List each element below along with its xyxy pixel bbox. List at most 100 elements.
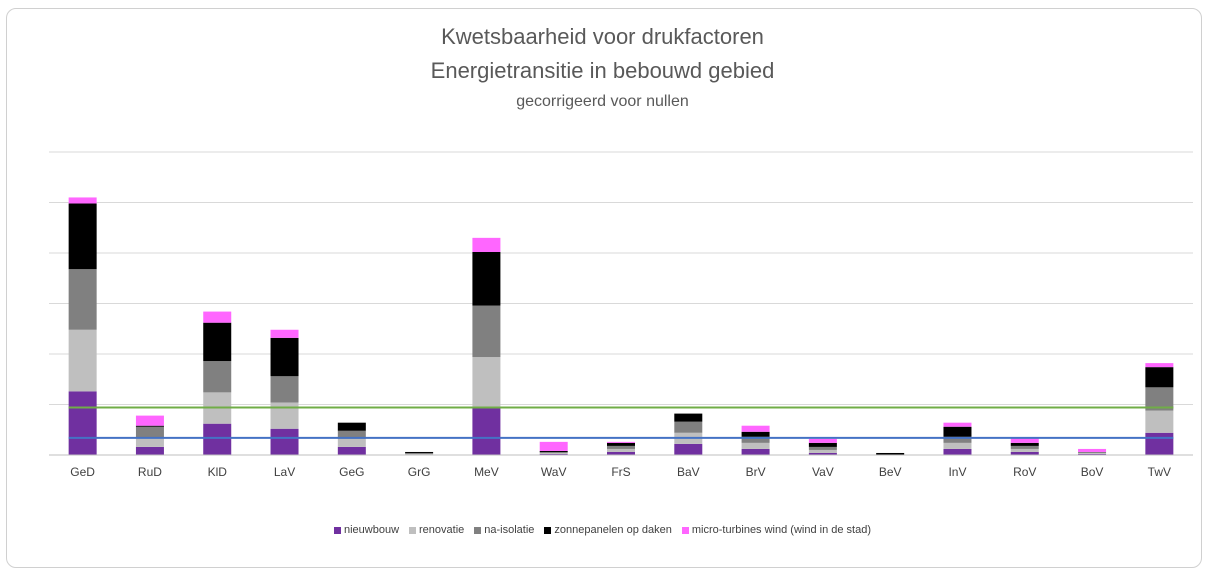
x-tick-label: RoV (1013, 465, 1036, 479)
bar-segment (270, 376, 299, 403)
bar-segment (337, 430, 366, 439)
bar-segment (203, 322, 232, 362)
bar-segment (135, 446, 164, 455)
bar-segment (741, 448, 770, 455)
bar-segment (270, 337, 299, 377)
x-tick-label: VaV (812, 465, 834, 479)
x-tick-label: GrG (408, 465, 431, 479)
bar-segment (1078, 452, 1107, 454)
chart-note: gecorrigeerd voor nullen (516, 93, 689, 110)
bar-segment (203, 361, 232, 393)
bar-segment (808, 449, 837, 453)
bar-segment (135, 437, 164, 447)
bar-segment (943, 436, 972, 443)
bar-segment (472, 251, 501, 306)
legend-swatch (333, 526, 341, 534)
legend-item: na-isolatie (474, 524, 534, 536)
chart-subtitle: Energietransitie in bebouwd gebied (430, 58, 775, 83)
bar-segment (203, 423, 232, 455)
legend-label: nieuwbouw (343, 524, 400, 537)
bar-segment (135, 415, 164, 426)
bar-segment (943, 422, 972, 427)
bar-segment (607, 448, 635, 452)
bar-segment (1078, 448, 1107, 452)
bar-segment (539, 453, 568, 455)
chart-title: Kwetsbaarheid voor drukfactoren (441, 24, 764, 49)
x-tick-label: FrS (611, 465, 630, 479)
bar-segment (270, 402, 299, 429)
bar-segment (405, 453, 434, 455)
x-tick-label: LaV (274, 465, 295, 479)
bar-segment (539, 452, 568, 454)
bar-segment (1145, 367, 1174, 388)
legend-item: micro-turbines wind (wind in de stad) (681, 524, 872, 537)
bar-segment (539, 450, 568, 452)
bar-segment (1010, 448, 1039, 452)
bar-segment (135, 425, 164, 427)
bar-segment (472, 305, 501, 358)
bar-segment (270, 329, 299, 338)
bar-segment (607, 441, 635, 443)
bar-segment (337, 446, 366, 455)
bar-segment (337, 438, 366, 447)
bar-segment (203, 311, 232, 323)
x-tick-label: BeV (879, 465, 902, 479)
bar-segment (1010, 437, 1039, 443)
bar-segment (674, 413, 703, 422)
bar-segment (741, 442, 770, 449)
x-tick-label: KlD (208, 465, 228, 479)
bar-segment (1145, 387, 1174, 411)
bar-segment (1145, 363, 1174, 368)
bar-segment (1010, 451, 1039, 455)
bar-segment (1078, 451, 1107, 453)
legend-item: renovatie (409, 524, 464, 536)
legend-label: na-isolatie (484, 524, 535, 537)
legend-label: micro-turbines wind (wind in de stad) (691, 524, 872, 537)
bar-segment (472, 237, 501, 252)
legend-swatch (544, 526, 552, 534)
bar-segment (674, 443, 703, 455)
bar-segment (270, 428, 299, 455)
x-tick-label: GeG (339, 465, 364, 479)
bar-segment (539, 451, 568, 453)
bar-segment (607, 442, 635, 446)
legend-label: renovatie (419, 524, 465, 537)
legend: nieuwbouw renovatie na-isolatie zonnepanele… (0, 524, 1205, 536)
x-tick-label: BaV (677, 465, 700, 479)
bar-segment (1010, 445, 1039, 449)
x-tick-label: InV (948, 465, 966, 479)
legend-item: nieuwbouw (333, 524, 400, 537)
x-tick-label: GeD (70, 465, 95, 479)
bar-segment (607, 445, 635, 449)
bar-segment (405, 451, 434, 453)
bar-segment (337, 422, 366, 431)
x-tick-label: TwV (1148, 465, 1171, 479)
x-tick-label: RuD (138, 465, 162, 479)
bar-segment (405, 452, 434, 454)
bar-segment (1010, 442, 1039, 446)
bar-segment (808, 438, 837, 443)
legend-label: zonnepanelen op daken (554, 524, 672, 537)
bar-segment (808, 446, 837, 450)
bar-segment (135, 426, 164, 438)
bar-segment (607, 451, 635, 455)
x-tick-label: MeV (474, 465, 499, 479)
legend-item: zonnepanelen op daken (544, 524, 672, 537)
bar-segment (68, 197, 97, 204)
chart-plot: GeD RuD KlD LaV GeG GrG MeV WaV FrS BaV BrV VaV BeV I… (49, 151, 1193, 479)
bar-segment (472, 407, 501, 455)
bar-segment (68, 269, 97, 330)
legend-swatch (409, 526, 417, 534)
bar-segment (539, 441, 568, 451)
bar-segment (1078, 453, 1107, 455)
bar-segment (741, 431, 770, 437)
bar-segment (68, 391, 97, 455)
x-tick-label: WaV (541, 465, 567, 479)
bar-segment (741, 436, 770, 443)
bar-segment (943, 426, 972, 437)
bar-segment (876, 452, 905, 455)
x-tick-label: BrV (746, 465, 766, 479)
bar-segment (1145, 432, 1174, 455)
bar-segment (808, 442, 837, 447)
bar-segment (674, 421, 703, 433)
